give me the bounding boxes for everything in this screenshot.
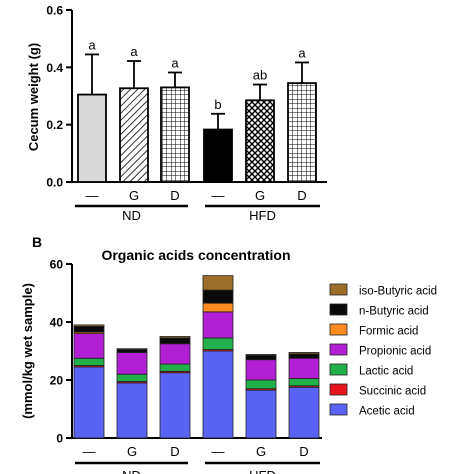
legend-label: Propionic acid xyxy=(359,346,431,358)
stack-segment xyxy=(159,343,191,365)
stack-segment xyxy=(288,357,320,379)
stack-segment xyxy=(116,348,148,350)
stack-segment xyxy=(288,353,320,359)
legend-swatch xyxy=(329,323,348,336)
x-tick-label: G xyxy=(127,444,137,459)
legend: iso-Butyric acid n-Butyric acid Formic aci… xyxy=(329,283,437,418)
x-tick-label: G xyxy=(255,188,265,203)
x-tick-label: D xyxy=(299,444,308,459)
legend-label: Lactic acid xyxy=(359,366,413,378)
x-tick-label: — xyxy=(86,188,99,203)
legend-label: n-Butyric acid xyxy=(359,306,429,318)
group-label: ND xyxy=(122,208,141,223)
x-tick-label: G xyxy=(256,444,266,459)
stack-segment xyxy=(202,337,234,350)
stack-segment xyxy=(202,275,234,291)
stack-segment xyxy=(159,363,191,372)
significance-label: ab xyxy=(253,68,267,83)
panel-label: B xyxy=(32,234,42,250)
stack-segment xyxy=(202,289,234,304)
legend-label: iso-Butyric acid xyxy=(359,286,437,298)
stack-segment xyxy=(73,357,105,366)
stack-segment xyxy=(116,382,148,439)
legend-swatch xyxy=(329,283,348,296)
y-tick-label: 0.0 xyxy=(46,176,63,190)
y-tick-label: 60 xyxy=(50,258,64,272)
y-tick-label: 20 xyxy=(50,374,64,388)
chart-title: Organic acids concentration xyxy=(101,247,290,263)
stack-segment xyxy=(245,354,277,356)
stack-segment xyxy=(116,373,148,382)
stack-segment xyxy=(288,386,320,439)
y-tick-label: 0.2 xyxy=(46,118,63,132)
y-tick-label: 0 xyxy=(56,432,63,446)
significance-label: a xyxy=(130,44,138,59)
group-labels: ND HFD xyxy=(75,204,320,223)
stack-segment xyxy=(245,389,277,439)
stacked-bars xyxy=(73,275,320,439)
group-label: ND xyxy=(122,468,141,474)
bar xyxy=(203,128,233,183)
x-tick-labels: — G D — G D xyxy=(86,188,307,203)
stack-segment xyxy=(73,366,105,439)
stack-segment xyxy=(202,350,234,439)
bar xyxy=(77,93,107,183)
y-tick-label: 0.6 xyxy=(46,4,63,18)
stack-segment xyxy=(288,352,320,355)
bar xyxy=(287,82,317,183)
stack-segment xyxy=(73,325,105,333)
significance-label: a xyxy=(88,37,96,52)
significance-label: a xyxy=(298,45,306,60)
x-tick-label: D xyxy=(297,188,306,203)
bar xyxy=(119,87,149,183)
x-tick-label: D xyxy=(170,188,179,203)
x-tick-label: — xyxy=(212,444,225,459)
group-labels: ND HFD xyxy=(75,461,320,474)
legend-swatch xyxy=(329,403,348,416)
y-axis-ticks: 0 20 40 60 xyxy=(50,258,72,446)
stack-segment xyxy=(73,324,105,327)
stack-segment xyxy=(202,302,234,313)
legend-swatch xyxy=(329,303,348,316)
legend-label: Succinic acid xyxy=(359,386,426,398)
x-tick-label: — xyxy=(83,444,96,459)
stack-segment xyxy=(159,372,191,439)
legend-swatch xyxy=(329,363,348,376)
group-label: HFD xyxy=(249,468,276,474)
legend-swatch xyxy=(329,343,348,356)
group-label: HFD xyxy=(249,208,276,223)
legend-label: Formic acid xyxy=(359,326,418,338)
x-tick-labels: — G D — G D xyxy=(83,444,309,459)
stack-segment xyxy=(116,349,148,353)
y-axis-ticks: 0.0 0.2 0.4 0.6 xyxy=(46,4,72,190)
stack-segment xyxy=(159,337,191,345)
legend-swatch xyxy=(329,383,348,396)
stack-segment xyxy=(245,359,277,381)
x-tick-label: G xyxy=(129,188,139,203)
stack-segment xyxy=(245,354,277,361)
stack-segment xyxy=(73,333,105,359)
significance-label: a xyxy=(171,55,179,70)
significance-label: b xyxy=(214,97,221,112)
bar xyxy=(245,99,275,183)
stack-segment xyxy=(202,311,234,339)
y-axis-label: (mmol/kg wet sample) xyxy=(20,283,35,419)
y-axis-label: Cecum weight (g) xyxy=(26,43,41,151)
y-tick-label: 40 xyxy=(50,316,64,330)
bar xyxy=(160,86,190,183)
x-tick-label: D xyxy=(170,444,179,459)
y-tick-label: 0.4 xyxy=(46,61,63,75)
organic-acids-chart: B Organic acids concentration (mmol/kg w… xyxy=(20,234,437,474)
x-tick-label: — xyxy=(212,188,225,203)
stack-segment xyxy=(288,378,320,387)
stack-segment xyxy=(159,336,191,339)
stack-segment xyxy=(245,379,277,390)
legend-label: Acetic acid xyxy=(359,406,415,418)
stack-segment xyxy=(116,352,148,375)
